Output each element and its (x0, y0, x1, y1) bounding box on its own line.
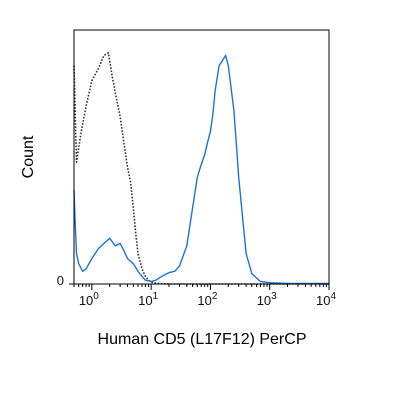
x-axis-title: Human CD5 (L17F12) PerCP (98, 331, 307, 348)
plot-frame (73, 29, 330, 285)
x-tick-label: 104 (316, 291, 336, 308)
x-tick-label-base: 10 (257, 293, 271, 308)
series-line-solid (73, 54, 329, 285)
x-tick-label: 103 (257, 291, 277, 308)
x-tick-label-exponent: 1 (153, 291, 159, 302)
x-tick-label-base: 10 (138, 293, 152, 308)
x-tick-label: 100 (79, 291, 99, 308)
x-axis-ticks: 100 101 102 103 104 (73, 284, 336, 308)
y-axis-title: Count (20, 135, 37, 178)
x-tick-label-base: 10 (79, 293, 93, 308)
x-tick-label: 102 (197, 291, 217, 308)
x-tick-label-exponent: 2 (212, 291, 218, 302)
x-tick-label-exponent: 4 (330, 291, 336, 302)
x-tick-label-exponent: 0 (93, 291, 99, 302)
series-layer (73, 52, 329, 285)
y-tick-label: 0 (57, 273, 64, 288)
x-tick-label-base: 10 (197, 293, 211, 308)
y-axis-ticks: 0 (57, 273, 74, 288)
series-line-dotted (73, 52, 329, 285)
x-tick-label: 101 (138, 291, 158, 308)
x-tick-label-base: 10 (316, 293, 330, 308)
x-tick-label-exponent: 3 (271, 291, 277, 302)
